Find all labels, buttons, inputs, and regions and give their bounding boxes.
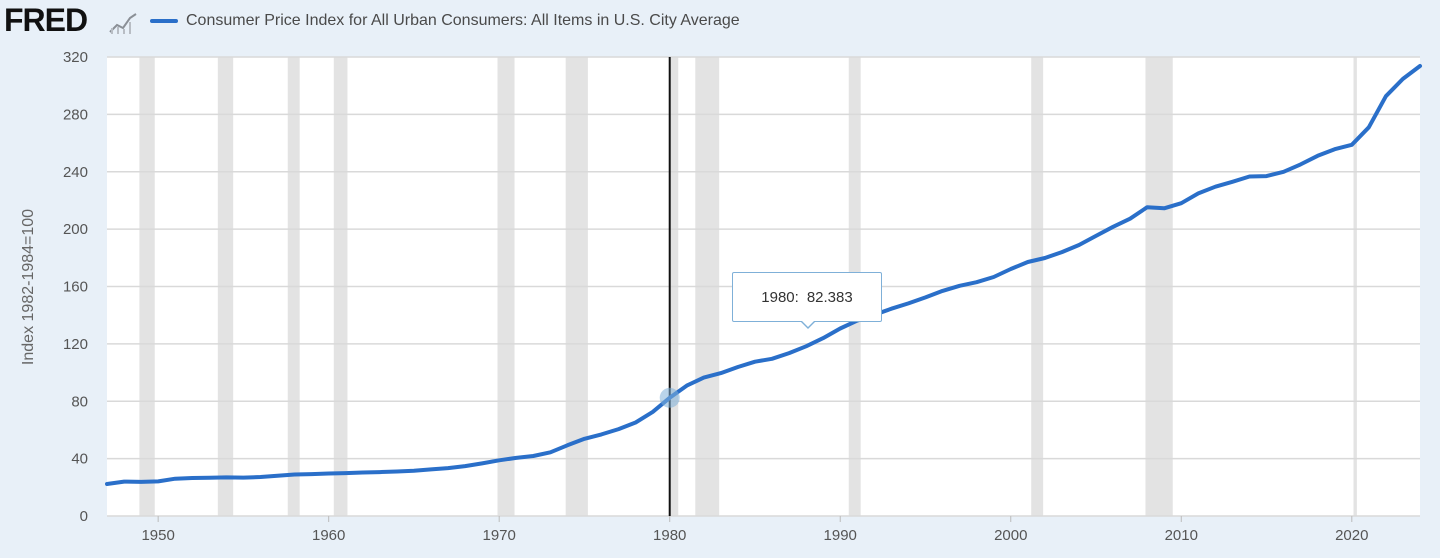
y-tick-label-120: 120 xyxy=(63,336,88,353)
x-axis-ticks: 1950 1960 1970 1980 1990 2000 2010 2020 xyxy=(141,516,1368,544)
y-tick-label-40: 40 xyxy=(71,451,88,468)
fred-logo[interactable]: FRED xyxy=(4,2,88,38)
legend-label: Consumer Price Index for All Urban Consu… xyxy=(186,12,740,29)
tooltip-value: 82.383 xyxy=(806,288,853,306)
y-tick-label-0: 0 xyxy=(80,508,88,525)
legend-swatch xyxy=(150,19,178,23)
fred-chart-icon xyxy=(109,13,137,34)
legend[interactable]: Consumer Price Index for All Urban Consu… xyxy=(150,10,740,32)
hover-point-marker xyxy=(659,387,680,408)
x-tick-label-1970: 1970 xyxy=(483,527,516,544)
series-line-cpi xyxy=(105,64,1422,486)
x-tick-label-1990: 1990 xyxy=(824,527,857,544)
y-tick-label-80: 80 xyxy=(71,393,88,410)
y-tick-label-240: 240 xyxy=(63,164,88,181)
x-tick-label-2010: 2010 xyxy=(1165,527,1198,544)
tooltip: 1980: 82.383 xyxy=(732,272,882,322)
y-tick-label-200: 200 xyxy=(63,221,88,238)
x-tick-label-1980: 1980 xyxy=(653,527,686,544)
x-tick-label-2020: 2020 xyxy=(1335,527,1368,544)
tooltip-date: 1980: xyxy=(761,288,799,306)
chart-header: FRED Consumer Price Index for All Urban … xyxy=(0,0,1440,44)
y-axis-ticks: 0 40 80 120 160 200 240 280 320 xyxy=(63,49,88,525)
x-tick-label-2000: 2000 xyxy=(994,527,1027,544)
y-tick-label-320: 320 xyxy=(63,49,88,66)
x-tick-label-1960: 1960 xyxy=(312,527,345,544)
y-tick-label-280: 280 xyxy=(63,106,88,123)
tooltip-pointer-fill xyxy=(801,320,815,327)
y-axis-label: Index 1982-1984=100 xyxy=(20,209,37,365)
x-tick-label-1950: 1950 xyxy=(141,527,174,544)
y-tick-label-160: 160 xyxy=(63,279,88,296)
